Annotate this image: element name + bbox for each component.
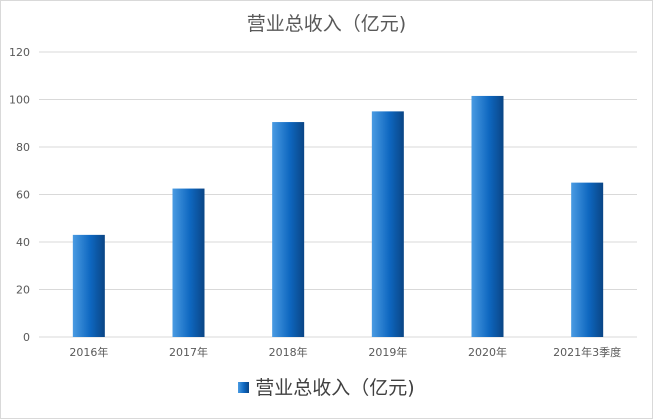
bar [571, 182, 604, 337]
bar [172, 188, 205, 337]
y-tick-label: 60 [16, 189, 30, 202]
y-tick-label: 80 [16, 141, 30, 154]
bar [72, 234, 105, 337]
y-tick-label: 120 [9, 46, 30, 59]
legend-label: 营业总收入（亿元) [255, 377, 415, 399]
x-tick-label: 2018年 [269, 345, 308, 359]
x-tick-label: 2019年 [368, 345, 407, 359]
x-axis-ticks: 2016年 2017年 2018年 2019年 2020年 2021年3季度 [69, 345, 621, 359]
x-tick-label: 2016年 [69, 345, 108, 359]
x-tick-label: 2020年 [468, 345, 507, 359]
bar-series [72, 95, 604, 337]
bar [471, 95, 504, 337]
y-tick-label: 0 [23, 331, 30, 344]
y-tick-label: 100 [9, 94, 30, 107]
x-tick-label: 2017年 [169, 345, 208, 359]
y-axis-ticks: 0 20 40 60 80 100 120 [9, 46, 30, 344]
bar [272, 122, 305, 337]
chart-title: 营业总收入（亿元) [246, 13, 407, 35]
legend: 营业总收入（亿元) [1, 373, 652, 400]
grid-lines [39, 51, 637, 338]
y-tick-label: 20 [16, 284, 30, 297]
legend-swatch [238, 381, 250, 393]
y-tick-label: 40 [16, 236, 30, 249]
x-tick-label: 2021年3季度 [553, 345, 621, 359]
bar [371, 111, 404, 337]
